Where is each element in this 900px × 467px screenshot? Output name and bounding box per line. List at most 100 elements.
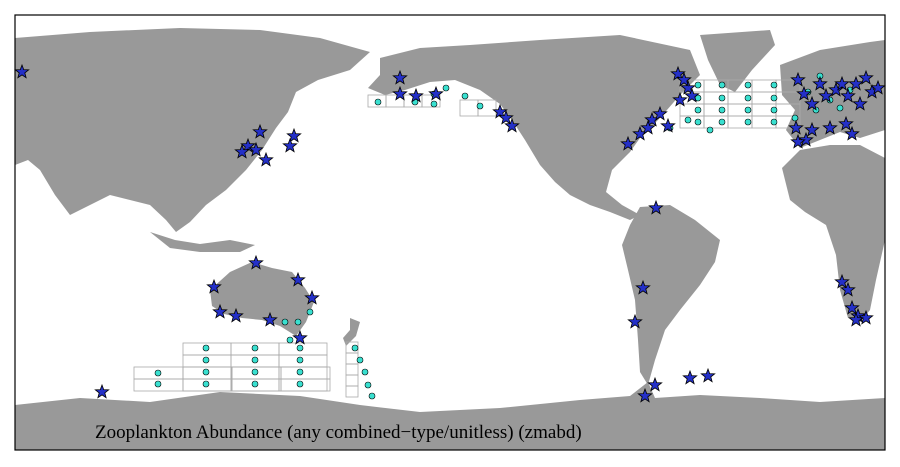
station-star [286, 127, 302, 143]
map-frame [14, 14, 886, 451]
station-star [94, 383, 110, 399]
sample-dot [718, 94, 726, 102]
sample-dot [744, 106, 752, 114]
greenland [700, 30, 775, 92]
sample-dot [718, 81, 726, 89]
sample-dot [251, 380, 259, 388]
station-star [804, 121, 820, 137]
station-star [660, 117, 676, 133]
station-star [682, 369, 698, 385]
sample-dot [461, 92, 469, 100]
station-star [796, 85, 812, 101]
station-star [262, 311, 278, 327]
sample-dot [202, 380, 210, 388]
station-star [627, 313, 643, 329]
new-zealand [343, 318, 360, 346]
sample-dot [694, 81, 702, 89]
station-star [228, 307, 244, 323]
station-star [672, 91, 688, 107]
station-star [637, 387, 653, 403]
station-stars [14, 63, 886, 403]
station-star [647, 376, 663, 392]
sample-dot [251, 368, 259, 376]
station-star [212, 303, 228, 319]
station-star [14, 63, 30, 79]
sample-dot [356, 356, 364, 364]
grid-box [345, 385, 359, 398]
station-star [804, 95, 820, 111]
sample-dot [296, 344, 304, 352]
station-star [844, 125, 860, 141]
sample-dot [770, 118, 778, 126]
station-star [635, 279, 651, 295]
sample-dot [296, 380, 304, 388]
sample-dot [430, 100, 438, 108]
station-star [838, 115, 854, 131]
station-star [812, 75, 828, 91]
station-star [670, 65, 686, 81]
station-star [248, 254, 264, 270]
station-star [676, 71, 692, 87]
station-star [790, 133, 806, 149]
station-star [834, 75, 850, 91]
sample-dot [770, 81, 778, 89]
station-star [248, 141, 264, 157]
sample-dot [251, 356, 259, 364]
sample-dot [374, 98, 382, 106]
sample-dots [154, 72, 854, 400]
sample-dot [770, 94, 778, 102]
station-star [640, 119, 656, 135]
station-star [290, 271, 306, 287]
asia [15, 28, 370, 232]
station-star [648, 199, 664, 215]
station-star [858, 69, 874, 85]
station-star [206, 278, 222, 294]
grid-box [278, 378, 328, 392]
station-star [282, 137, 298, 153]
sample-dot [694, 106, 702, 114]
sample-dot [368, 392, 376, 400]
australia [210, 262, 314, 336]
sample-dot [476, 102, 484, 110]
sample-dot [154, 380, 162, 388]
caption: Zooplankton Abundance (any combined−type… [95, 422, 582, 443]
sample-dot [202, 356, 210, 364]
station-star [680, 79, 696, 95]
station-star [858, 309, 874, 325]
station-star [504, 117, 520, 133]
sample-dot [202, 344, 210, 352]
sample-dot [684, 116, 692, 124]
station-star [258, 151, 274, 167]
sample-dot [361, 368, 369, 376]
station-star [788, 119, 804, 135]
sample-dot [286, 336, 294, 344]
station-star [790, 71, 806, 87]
station-star [392, 69, 408, 85]
station-star [848, 75, 864, 91]
sample-dot [281, 318, 289, 326]
antarctica [15, 382, 885, 450]
station-star [492, 103, 508, 119]
sample-dot [770, 106, 778, 114]
station-star [840, 87, 856, 103]
sample-dot [791, 114, 799, 122]
station-star [652, 105, 668, 121]
station-star [392, 85, 408, 101]
station-star [408, 87, 424, 103]
sample-dot [744, 118, 752, 126]
sample-dot [251, 344, 259, 352]
station-star [684, 87, 700, 103]
station-star [700, 367, 716, 383]
station-star [840, 281, 856, 297]
station-star [498, 109, 514, 125]
sample-dot [364, 381, 372, 389]
station-star [822, 119, 838, 135]
south-america [622, 205, 720, 385]
station-star [252, 123, 268, 139]
sample-dot [694, 118, 702, 126]
station-star [292, 329, 308, 345]
station-star [818, 87, 834, 103]
station-star [852, 95, 868, 111]
indonesia [150, 232, 255, 252]
